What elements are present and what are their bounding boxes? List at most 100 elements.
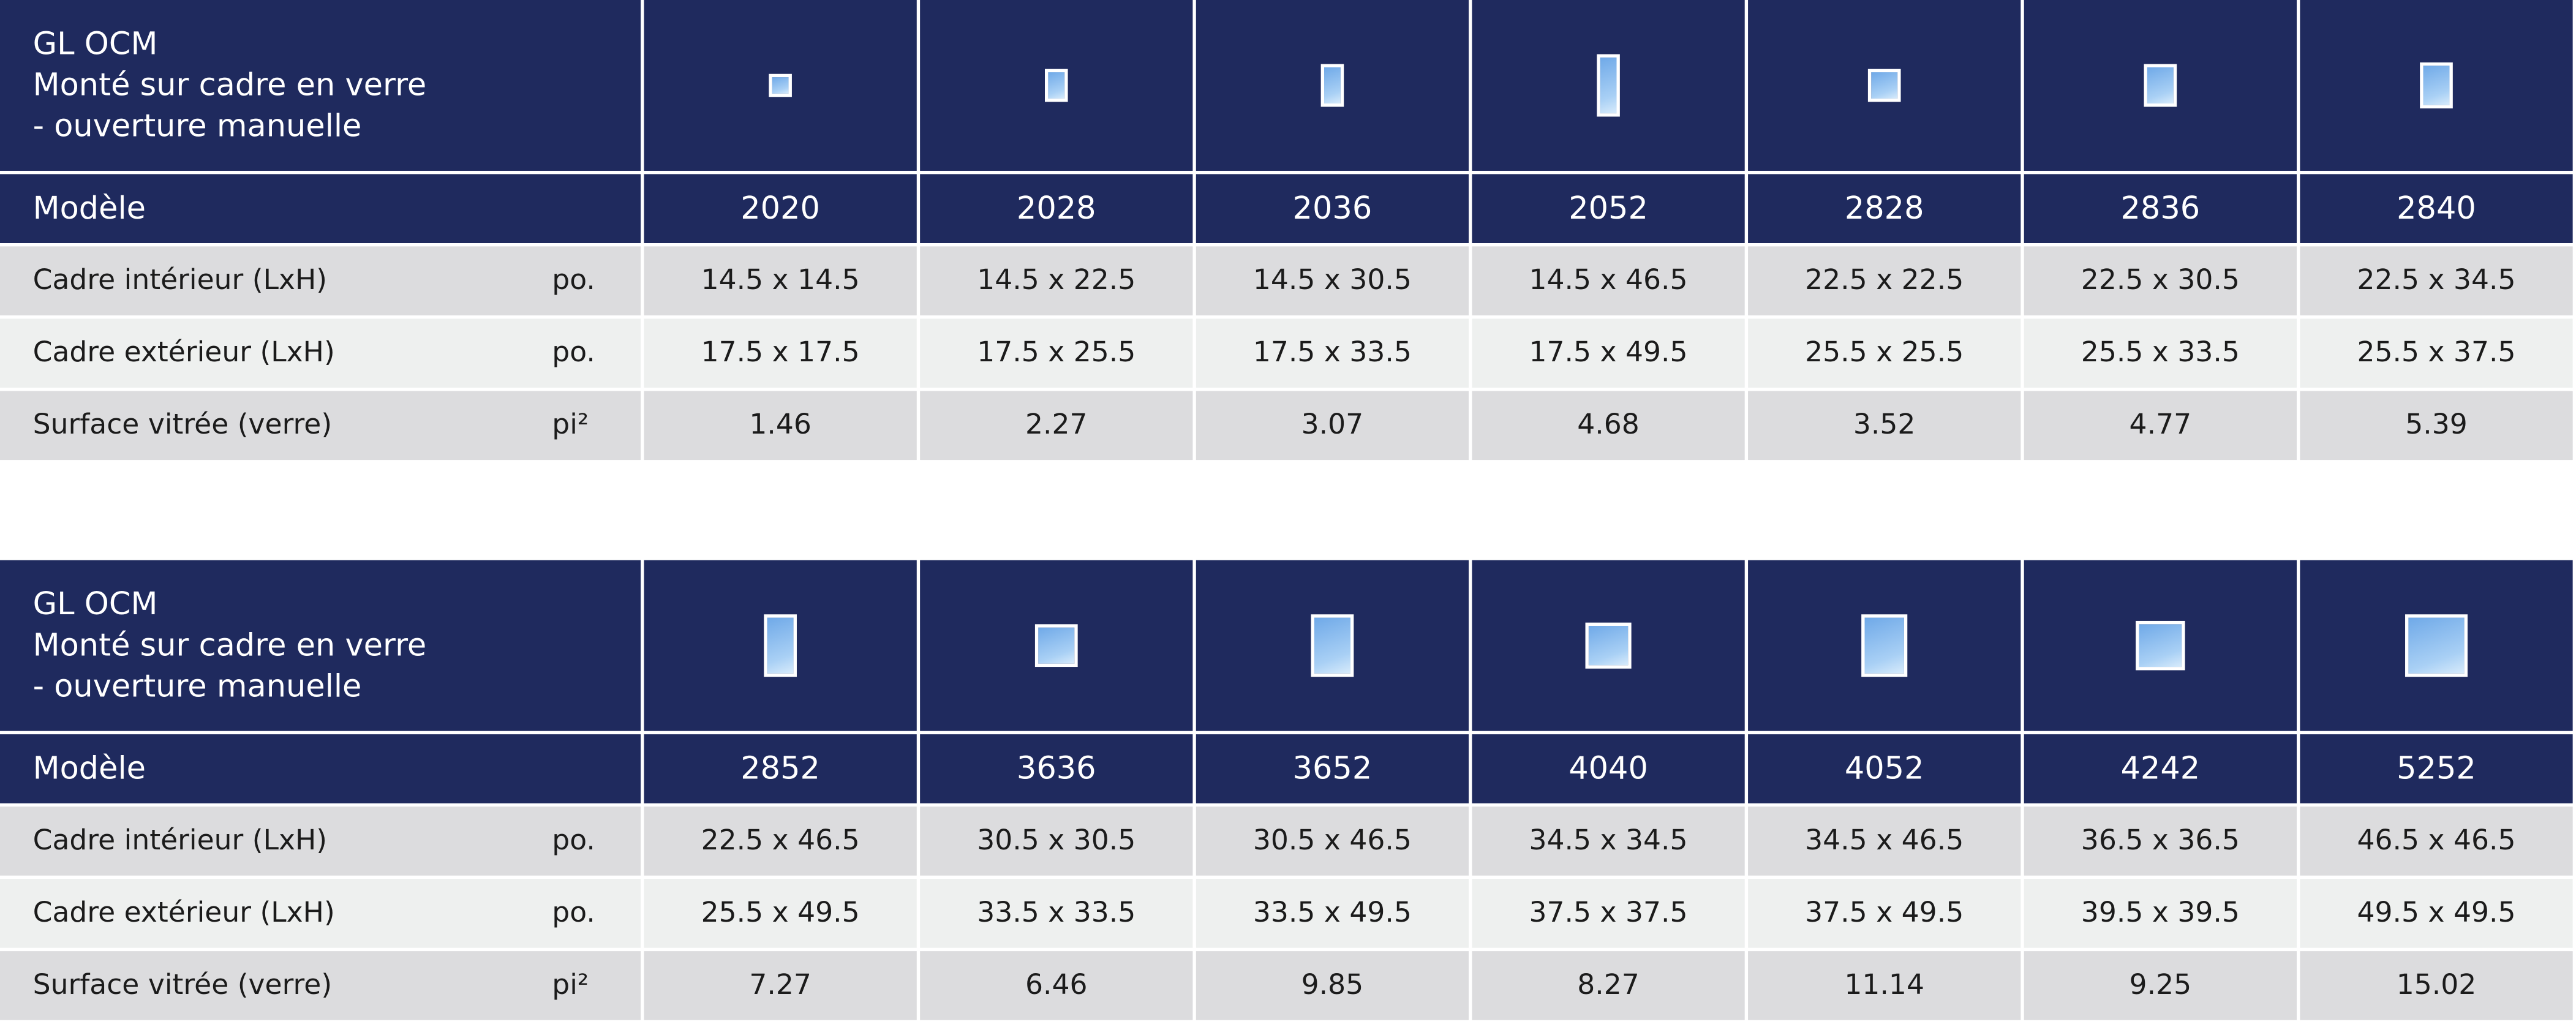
model-number: 3636: [920, 734, 1193, 803]
spec-table: GL OCM Monté sur cadre en verre - ouvertur…: [0, 0, 2573, 461]
window-icon-cell: [2300, 560, 2573, 731]
spec-value: 17.5 x 25.5: [920, 318, 1193, 388]
spec-value: 30.5 x 46.5: [1196, 807, 1469, 876]
row-unit: pi²: [552, 969, 589, 1003]
window-icon-cell: [2024, 560, 2297, 731]
title-line: GL OCM: [32, 25, 158, 62]
spec-value: 15.02: [2300, 951, 2573, 1020]
model-label: Modèle: [0, 734, 641, 803]
window-icon: [1320, 64, 1344, 107]
title-line: - ouverture manuelle: [32, 668, 362, 704]
window-icon-cell: [1472, 0, 1745, 171]
spec-value: 8.27: [1472, 951, 1745, 1020]
title-line: GL OCM: [32, 585, 158, 622]
window-icon: [1597, 54, 1620, 117]
spec-value: 37.5 x 37.5: [1472, 879, 1745, 948]
table-title: GL OCM Monté sur cadre en verre - ouvertur…: [0, 560, 641, 731]
window-icon: [1034, 624, 1078, 668]
spec-value: 17.5 x 49.5: [1472, 318, 1745, 388]
model-number: 2020: [644, 174, 917, 243]
row-label: Surface vitrée (verre) pi²: [0, 951, 641, 1020]
window-icon: [1867, 69, 1901, 102]
spec-value: 22.5 x 22.5: [1748, 246, 2021, 316]
window-icon: [2144, 64, 2177, 107]
model-number: 2852: [644, 734, 917, 803]
model-label: Modèle: [0, 174, 641, 243]
spec-value: 25.5 x 33.5: [2024, 318, 2297, 388]
table-title: GL OCM Monté sur cadre en verre - ouvertur…: [0, 0, 641, 171]
window-icon: [2420, 62, 2453, 109]
spec-value: 17.5 x 17.5: [644, 318, 917, 388]
spec-value: 25.5 x 25.5: [1748, 318, 2021, 388]
window-icon-cell: [1196, 0, 1469, 171]
window-icon-cell: [1196, 560, 1469, 731]
spec-value: 5.39: [2300, 391, 2573, 461]
spec-value: 22.5 x 46.5: [644, 807, 917, 876]
spec-value: 17.5 x 33.5: [1196, 318, 1469, 388]
row-label-text: Cadre intérieur (LxH): [32, 824, 328, 858]
model-number: 2036: [1196, 174, 1469, 243]
row-unit: pi²: [552, 408, 589, 442]
window-icon: [1585, 622, 1632, 669]
spec-value: 49.5 x 49.5: [2300, 879, 2573, 948]
row-label-text: Cadre intérieur (LxH): [32, 264, 328, 298]
window-icon-cell: [1748, 560, 2021, 731]
spec-table: GL OCM Monté sur cadre en verre - ouvertur…: [0, 560, 2573, 1020]
window-icon: [2136, 620, 2185, 671]
window-icon-cell: [920, 560, 1193, 731]
row-unit: po.: [552, 897, 595, 930]
spec-value: 14.5 x 46.5: [1472, 246, 1745, 316]
spec-value: 22.5 x 34.5: [2300, 246, 2573, 316]
row-unit: po.: [552, 824, 595, 858]
spec-value: 39.5 x 39.5: [2024, 879, 2297, 948]
spec-value: 3.52: [1748, 391, 2021, 461]
row-label: Surface vitrée (verre) pi²: [0, 391, 641, 461]
window-icon: [1045, 69, 1068, 102]
row-label-text: Surface vitrée (verre): [32, 408, 333, 442]
row-label: Cadre extérieur (LxH) po.: [0, 318, 641, 388]
window-icon-cell: [920, 0, 1193, 171]
spec-value: 34.5 x 46.5: [1748, 807, 2021, 876]
window-icon: [764, 614, 797, 677]
window-icon-cell: [1472, 560, 1745, 731]
spec-value: 25.5 x 37.5: [2300, 318, 2573, 388]
window-icon-cell: [1748, 0, 2021, 171]
model-number: 2840: [2300, 174, 2573, 243]
spec-value: 25.5 x 49.5: [644, 879, 917, 948]
spec-value: 46.5 x 46.5: [2300, 807, 2573, 876]
row-unit: po.: [552, 336, 595, 370]
spec-value: 14.5 x 30.5: [1196, 246, 1469, 316]
model-number: 2836: [2024, 174, 2297, 243]
window-icon-cell: [644, 0, 917, 171]
spec-value: 9.85: [1196, 951, 1469, 1020]
spec-value: 33.5 x 49.5: [1196, 879, 1469, 948]
row-label: Cadre intérieur (LxH) po.: [0, 246, 641, 316]
row-label-text: Cadre extérieur (LxH): [32, 897, 335, 930]
spec-value: 4.77: [2024, 391, 2297, 461]
spec-value: 7.27: [644, 951, 917, 1020]
row-label-text: Surface vitrée (verre): [32, 969, 333, 1003]
window-icon: [1861, 614, 1908, 677]
spec-value: 37.5 x 49.5: [1748, 879, 2021, 948]
spec-value: 14.5 x 14.5: [644, 246, 917, 316]
spec-value: 2.27: [920, 391, 1193, 461]
model-number: 3652: [1196, 734, 1469, 803]
model-number: 5252: [2300, 734, 2573, 803]
row-label: Cadre intérieur (LxH) po.: [0, 807, 641, 876]
model-number: 2028: [920, 174, 1193, 243]
model-number: 4052: [1748, 734, 2021, 803]
window-icon-cell: [2024, 0, 2297, 171]
spec-value: 30.5 x 30.5: [920, 807, 1193, 876]
spec-value: 9.25: [2024, 951, 2297, 1020]
spec-value: 36.5 x 36.5: [2024, 807, 2297, 876]
spec-value: 34.5 x 34.5: [1472, 807, 1745, 876]
model-number: 4040: [1472, 734, 1745, 803]
model-number: 4242: [2024, 734, 2297, 803]
model-number: 2052: [1472, 174, 1745, 243]
window-icon: [769, 73, 792, 97]
window-icon-cell: [2300, 0, 2573, 171]
row-unit: po.: [552, 264, 595, 298]
row-label-text: Cadre extérieur (LxH): [32, 336, 335, 370]
